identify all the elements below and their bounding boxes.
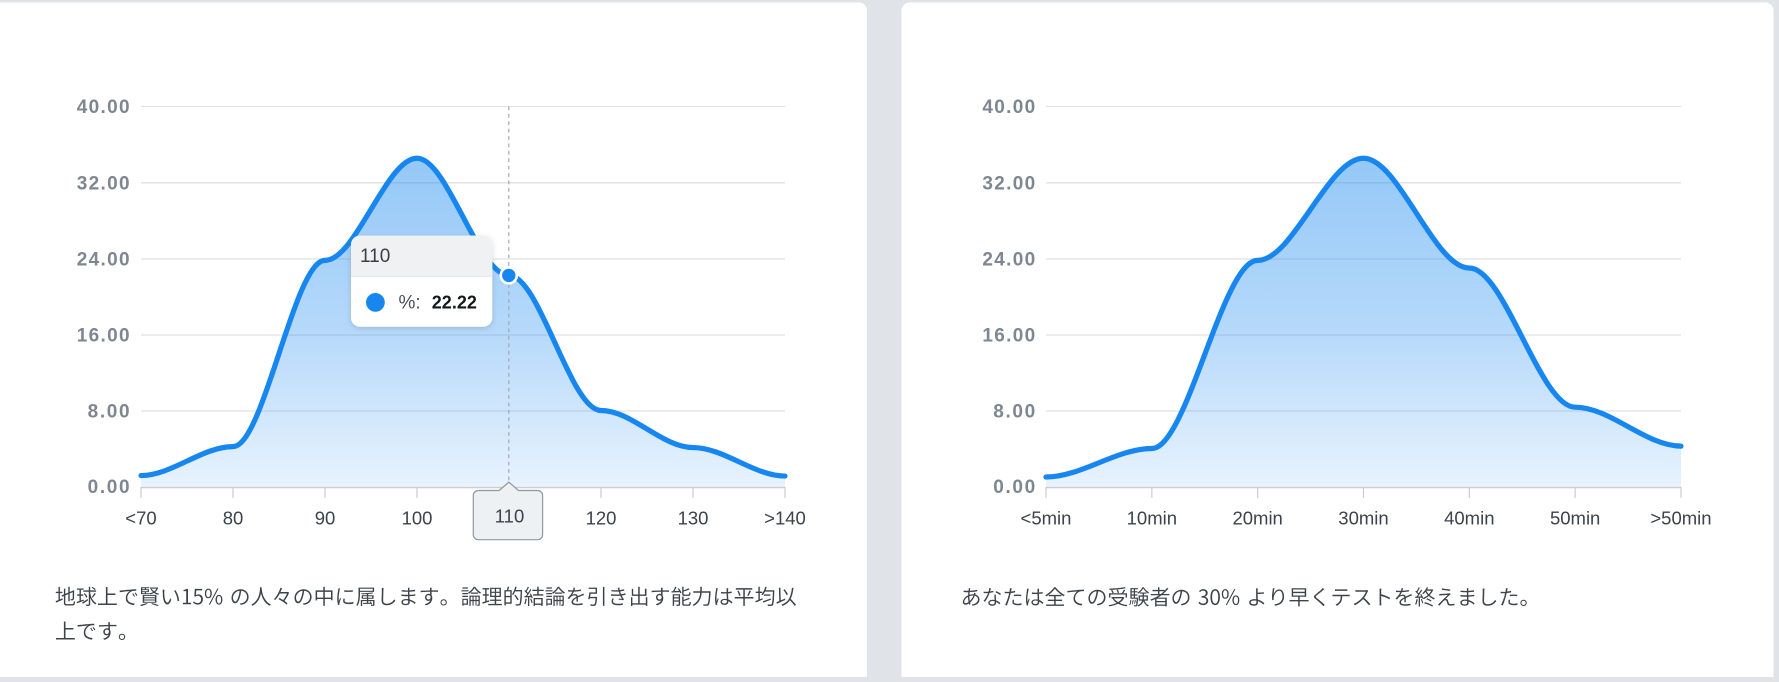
svg-text:100: 100 — [402, 508, 433, 529]
svg-text:110: 110 — [360, 246, 390, 267]
svg-text:80: 80 — [223, 508, 244, 529]
svg-text:22.22: 22.22 — [432, 293, 477, 313]
svg-text:20min: 20min — [1232, 508, 1282, 529]
svg-text:16.00: 16.00 — [77, 326, 130, 347]
svg-text:110: 110 — [495, 506, 525, 527]
svg-text:40.00: 40.00 — [982, 97, 1035, 118]
svg-text:8.00: 8.00 — [88, 402, 130, 423]
svg-text:<5min: <5min — [1021, 508, 1072, 529]
svg-text:30min: 30min — [1338, 508, 1388, 529]
svg-text:10min: 10min — [1127, 508, 1177, 529]
svg-text:24.00: 24.00 — [77, 250, 130, 271]
svg-text:<70: <70 — [125, 508, 156, 529]
svg-text:0.00: 0.00 — [88, 477, 130, 498]
svg-text:16.00: 16.00 — [982, 326, 1035, 347]
svg-text:50min: 50min — [1550, 508, 1600, 529]
svg-text:40min: 40min — [1444, 508, 1494, 529]
svg-text:120: 120 — [586, 508, 617, 529]
svg-text:8.00: 8.00 — [993, 402, 1035, 423]
svg-text:>140: >140 — [764, 508, 806, 529]
svg-text:90: 90 — [315, 508, 336, 529]
svg-text:>50min: >50min — [1650, 508, 1711, 529]
svg-text:32.00: 32.00 — [77, 173, 130, 194]
svg-text:24.00: 24.00 — [982, 250, 1035, 271]
svg-text:32.00: 32.00 — [982, 173, 1035, 194]
svg-text:130: 130 — [678, 508, 709, 529]
svg-text:0.00: 0.00 — [993, 477, 1035, 498]
svg-text:40.00: 40.00 — [77, 97, 130, 118]
svg-text:%:: %: — [399, 293, 421, 314]
